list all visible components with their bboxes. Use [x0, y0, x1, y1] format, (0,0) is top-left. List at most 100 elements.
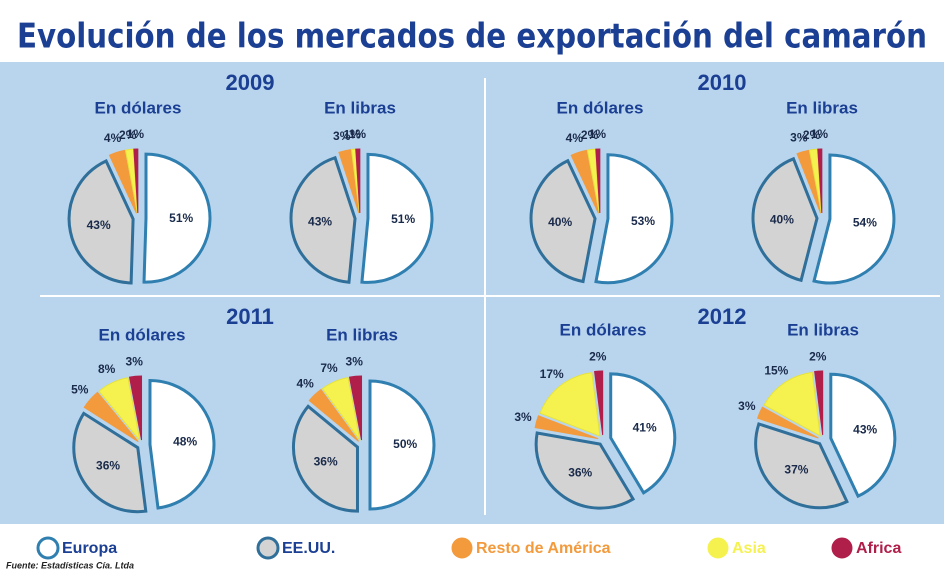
subtitle: En libras: [786, 98, 858, 117]
pie-slice: [529, 158, 597, 284]
data-label: 5%: [71, 382, 89, 396]
pie-slice: [308, 388, 359, 442]
subtitle: En dólares: [557, 98, 644, 117]
pie-slice: [292, 404, 359, 513]
data-label: 40%: [770, 213, 794, 227]
subtitle: En libras: [324, 98, 396, 117]
legend-swatch: [36, 536, 60, 560]
data-label: 43%: [853, 423, 877, 437]
pie-slice: [814, 370, 824, 436]
pie-slice: [796, 149, 822, 214]
source: Fuente: Estadísticas Cía. Ltda: [6, 560, 134, 569]
year: 2010: [698, 70, 747, 95]
data-label: 1%: [127, 127, 145, 141]
data-label: 7%: [320, 361, 338, 375]
data-label: 3%: [514, 410, 532, 424]
subtitle: En dólares: [95, 98, 182, 117]
title: Evolución de los mercados de exportación…: [17, 17, 927, 57]
pie-slice: [289, 155, 357, 284]
legend-swatch: [707, 537, 729, 559]
data-label: 2%: [589, 349, 607, 363]
data-label: 36%: [568, 465, 592, 479]
pie-slice: [594, 153, 674, 285]
data-label: 1%: [589, 127, 607, 141]
subtitle: En libras: [787, 320, 859, 339]
pie-slice: [534, 431, 636, 510]
subtitle: En dólares: [99, 325, 186, 344]
pie-slice: [534, 415, 599, 440]
data-label: 2%: [803, 128, 821, 142]
data-label: 4%: [297, 377, 315, 391]
pie-slice: [368, 379, 436, 511]
pie-slice: [539, 372, 601, 437]
pie-slice: [751, 156, 819, 283]
subtitle: En libras: [326, 325, 398, 344]
year: 2009: [226, 70, 275, 95]
legend-label: Africa: [856, 540, 901, 557]
legend-label: Europa: [62, 540, 117, 557]
data-label: 2%: [809, 349, 827, 363]
data-label: 3%: [126, 355, 144, 369]
data-label: 3%: [346, 355, 364, 369]
data-label: 50%: [393, 437, 417, 451]
data-label: 48%: [173, 434, 197, 448]
data-label: 43%: [87, 218, 111, 232]
pie-slice: [321, 376, 361, 441]
data-label: 8%: [98, 362, 116, 376]
data-label: 3%: [790, 130, 808, 144]
legend-label: Resto de América: [476, 540, 611, 557]
data-label: 1%: [811, 127, 829, 141]
year: 2011: [226, 304, 274, 329]
pie-slice: [570, 149, 599, 214]
data-label: 1%: [343, 128, 361, 142]
data-label: 1%: [349, 127, 367, 141]
data-label: 51%: [169, 211, 193, 225]
pie-slice: [348, 375, 363, 441]
data-label: 3%: [738, 399, 756, 413]
pie-slice: [128, 375, 143, 441]
pie-slice: [142, 152, 212, 284]
pie-slice: [829, 372, 897, 499]
data-label: 17%: [540, 367, 564, 381]
data-label: 2%: [119, 128, 137, 142]
subtitle: En dólares: [560, 320, 647, 339]
legend-label: Asia: [732, 540, 766, 557]
pie-slice: [763, 371, 821, 437]
pie-slice: [595, 148, 601, 214]
pie-slice: [72, 411, 148, 514]
data-label: 15%: [764, 364, 788, 378]
pie-slice: [355, 148, 361, 214]
data-label: 51%: [391, 212, 415, 226]
legend-swatch: [256, 536, 280, 560]
data-label: 2%: [581, 128, 599, 142]
data-label: 43%: [308, 215, 332, 229]
data-label: 3%: [333, 129, 351, 143]
pie-slice: [148, 378, 216, 510]
pie-slice: [756, 406, 819, 439]
pie-slice: [83, 391, 139, 443]
pie-slice: [609, 372, 677, 495]
pie-slice: [108, 149, 137, 214]
pie-slice: [98, 377, 141, 441]
pie-slice: [360, 152, 434, 284]
data-label: 36%: [314, 454, 338, 468]
pie-slice: [594, 370, 604, 436]
year: 2012: [698, 304, 747, 329]
legend-label: EE.UU.: [282, 540, 335, 557]
data-label: 41%: [633, 421, 657, 435]
legend-swatch: [451, 537, 473, 559]
pie-slice: [67, 158, 135, 285]
data-label: 40%: [548, 215, 572, 229]
pie-slice: [133, 148, 139, 214]
data-label: 54%: [853, 216, 877, 230]
legend-swatch: [831, 537, 853, 559]
pie-slice: [817, 148, 823, 214]
data-label: 37%: [784, 462, 808, 476]
data-label: 4%: [566, 131, 584, 145]
data-label: 53%: [631, 214, 655, 228]
pie-slice: [754, 422, 849, 510]
pie-slice: [812, 153, 896, 285]
data-label: 36%: [96, 459, 120, 473]
pie-slice: [338, 149, 360, 214]
